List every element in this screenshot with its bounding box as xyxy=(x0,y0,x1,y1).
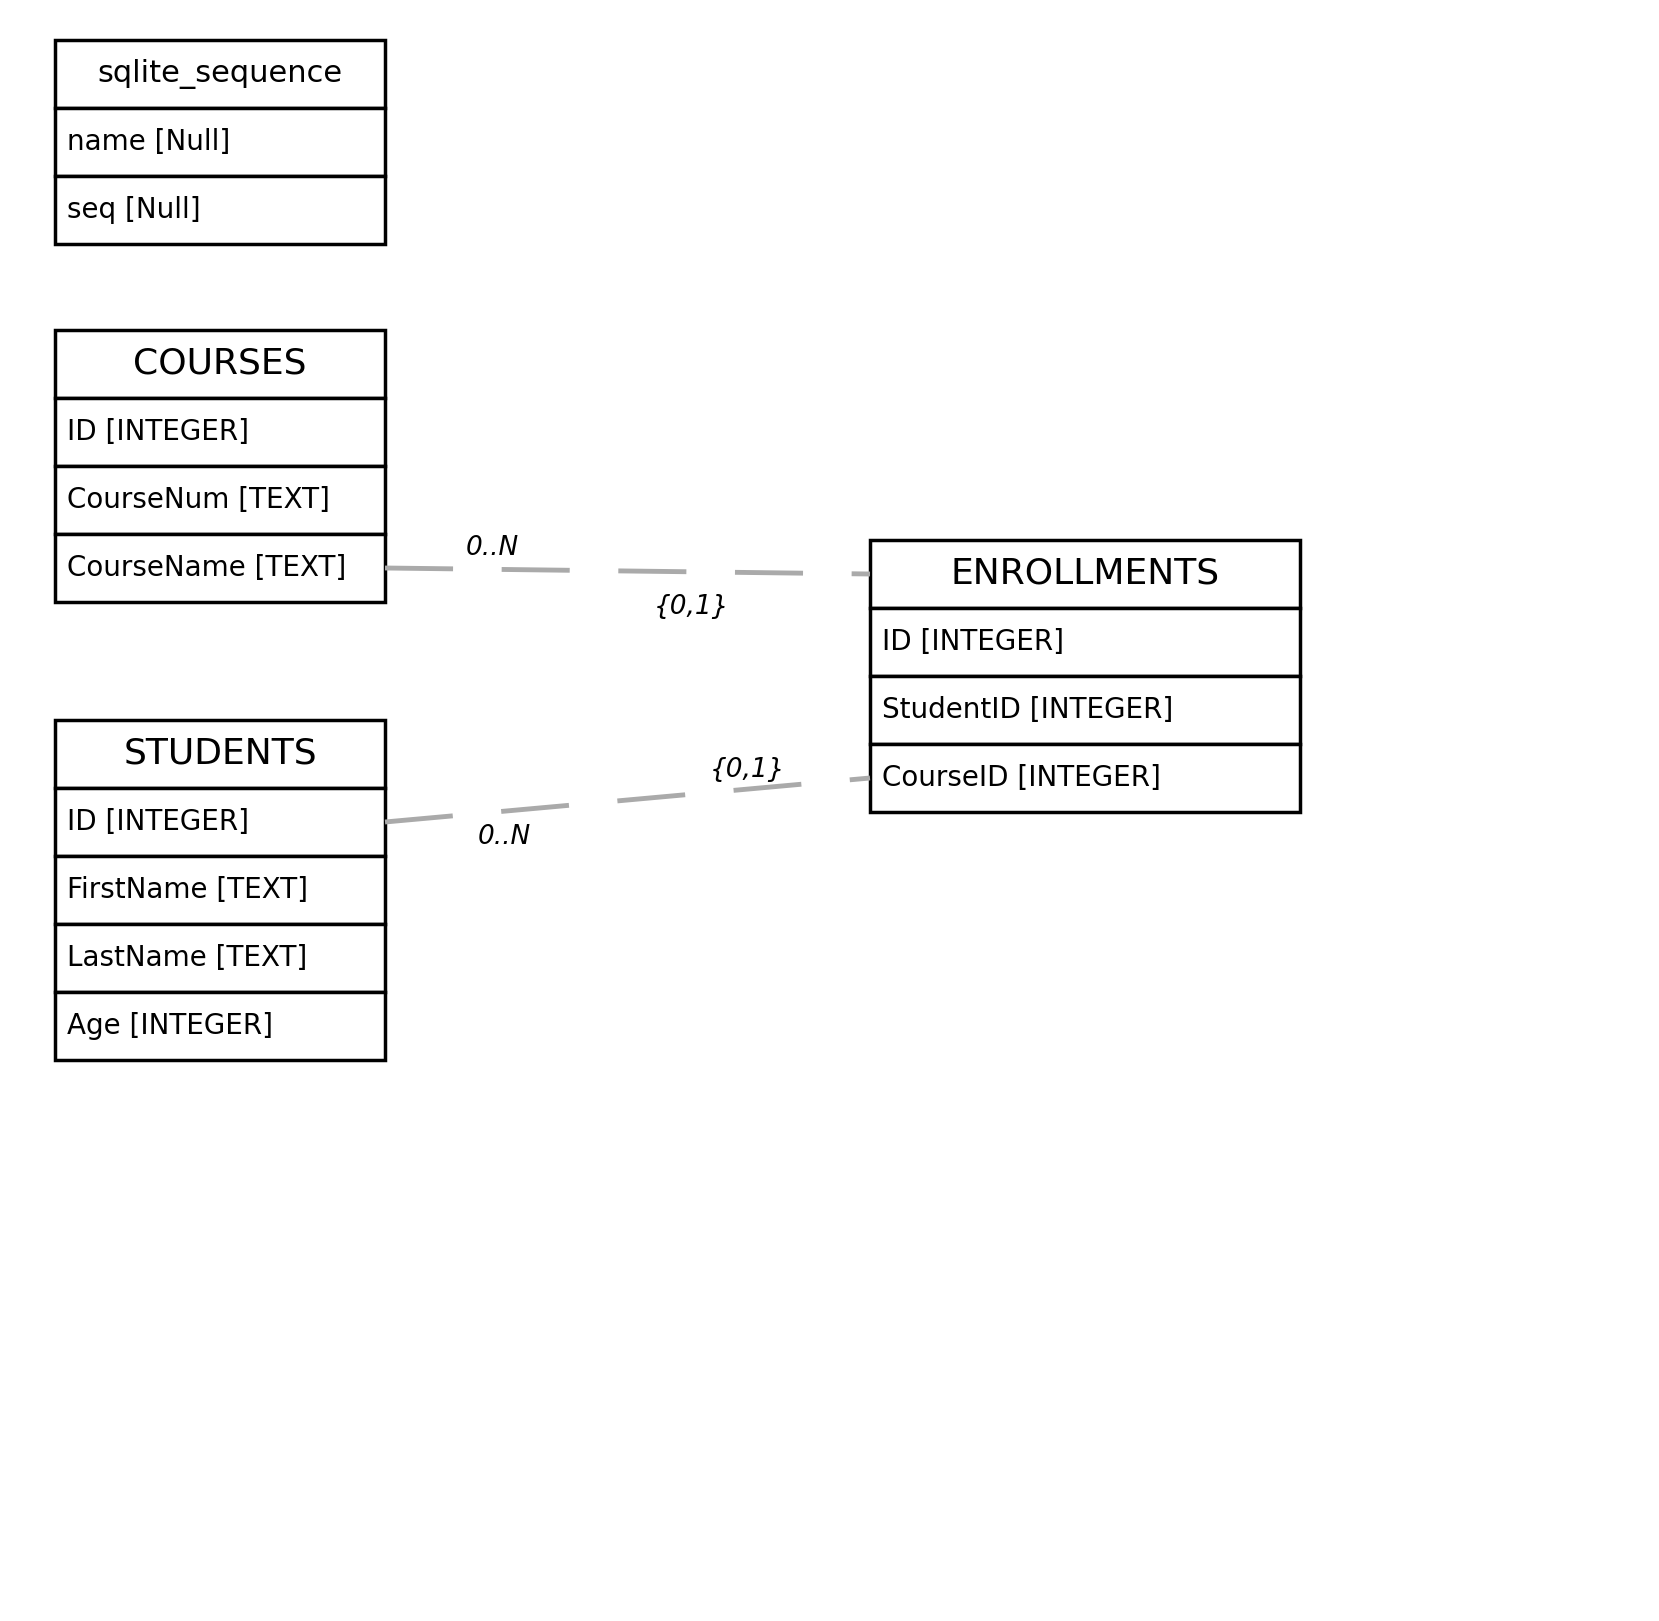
Bar xyxy=(869,608,1301,676)
Bar xyxy=(55,331,385,399)
Text: LastName [TEXT]: LastName [TEXT] xyxy=(66,943,307,973)
Text: seq [Null]: seq [Null] xyxy=(66,196,201,224)
Text: CourseNum [TEXT]: CourseNum [TEXT] xyxy=(66,486,330,514)
Bar xyxy=(55,41,385,109)
Text: StudentID [INTEGER]: StudentID [INTEGER] xyxy=(883,695,1173,725)
Text: COURSES: COURSES xyxy=(133,347,307,381)
Text: 0..N: 0..N xyxy=(466,535,519,561)
Text: ID [INTEGER]: ID [INTEGER] xyxy=(883,627,1063,657)
Text: ENROLLMENTS: ENROLLMENTS xyxy=(951,558,1219,592)
Text: ID [INTEGER]: ID [INTEGER] xyxy=(66,418,249,446)
Text: FirstName [TEXT]: FirstName [TEXT] xyxy=(66,875,309,905)
Bar xyxy=(869,744,1301,812)
Text: STUDENTS: STUDENTS xyxy=(123,738,317,772)
Bar xyxy=(55,533,385,601)
Bar xyxy=(55,465,385,533)
Bar xyxy=(55,109,385,177)
Text: CourseName [TEXT]: CourseName [TEXT] xyxy=(66,554,347,582)
Bar xyxy=(869,540,1301,608)
Bar xyxy=(55,856,385,924)
Bar xyxy=(55,992,385,1060)
Text: Age [INTEGER]: Age [INTEGER] xyxy=(66,1012,274,1041)
Text: CourseID [INTEGER]: CourseID [INTEGER] xyxy=(883,763,1161,793)
Text: {0,1}: {0,1} xyxy=(654,595,730,621)
Bar xyxy=(55,924,385,992)
Bar xyxy=(55,399,385,465)
Bar xyxy=(55,788,385,856)
Bar xyxy=(869,676,1301,744)
Bar xyxy=(55,720,385,788)
Text: ID [INTEGER]: ID [INTEGER] xyxy=(66,807,249,836)
Bar xyxy=(55,177,385,245)
Text: sqlite_sequence: sqlite_sequence xyxy=(98,58,342,89)
Text: 0..N: 0..N xyxy=(478,823,531,849)
Text: name [Null]: name [Null] xyxy=(66,128,231,156)
Text: {0,1}: {0,1} xyxy=(710,757,786,783)
